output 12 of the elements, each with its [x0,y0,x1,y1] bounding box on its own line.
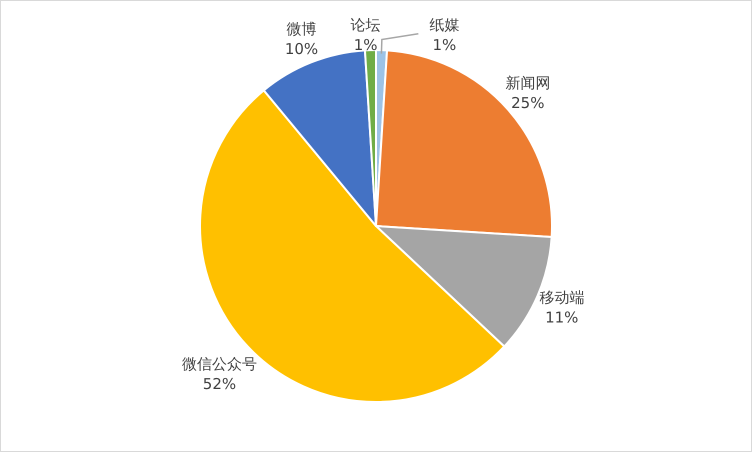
data-label: 1% [432,36,456,54]
data-label: 10% [284,40,318,58]
slice-label: 移动端 [539,288,584,306]
slice-label: 论坛 [350,16,381,34]
slice-label: 微博 [286,20,316,38]
slice-label: 微信公众号 [182,354,257,373]
data-label: 11% [545,308,578,326]
slice-label: 新闻网 [505,74,550,92]
data-label: 25% [511,94,544,112]
data-label: 1% [354,36,378,54]
data-label: 52% [202,374,236,393]
slice-label: 纸媒 [429,16,460,34]
